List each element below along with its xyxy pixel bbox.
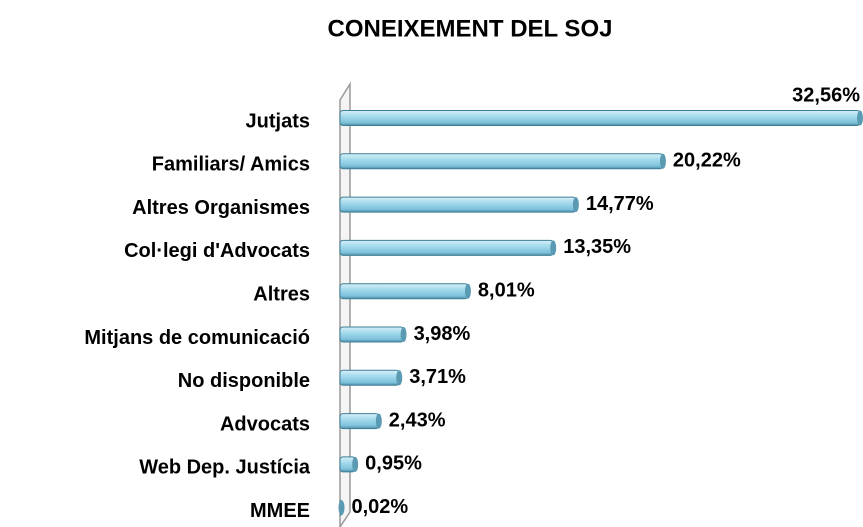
bar [339,413,380,430]
plot-area: Jutjats 32,56% Familiars/ Amics 20,22% Altre… [84,84,863,522]
bar-cap [550,240,557,256]
category-label: Mitjans de comunicació [84,327,310,349]
bar-cap [352,456,359,472]
bar-cap [375,413,382,429]
bar [339,196,577,213]
category-label: No disponible [178,370,310,392]
value-label: 8,01% [478,279,535,301]
value-label: 32,56% [792,84,860,106]
bar-cap [857,110,863,126]
bar-cap [572,197,579,213]
bar-cap [659,153,666,169]
value-label: 3,98% [414,323,471,345]
bar-cap [400,327,407,342]
bar [339,283,469,300]
category-label: Familiars/ Amics [152,154,310,176]
value-label: 20,22% [673,150,741,172]
value-label: 2,43% [389,409,446,431]
bar [339,239,554,256]
chart-title: CONEIXEMENT DEL SOJ [328,15,613,42]
bar [339,110,861,126]
category-label: Altres [253,283,310,305]
value-label: 14,77% [586,193,654,215]
value-label: 0,95% [365,453,422,475]
category-label: Altres Organismes [132,197,310,219]
category-label: MMEE [250,500,310,522]
category-label: Jutjats [246,110,310,132]
bar-cap [338,500,345,516]
category-label: Web Dep. Justícia [139,457,311,479]
value-label: 0,02% [352,496,409,518]
category-label: Advocats [220,413,310,435]
bar-cap [464,283,471,299]
value-label: 13,35% [563,236,631,258]
bar [339,369,400,386]
value-label: 3,71% [409,366,466,388]
category-label: Col·legi d'Advocats [124,240,310,262]
bar-cap [396,370,403,386]
bar [339,326,405,343]
bar [339,153,664,170]
